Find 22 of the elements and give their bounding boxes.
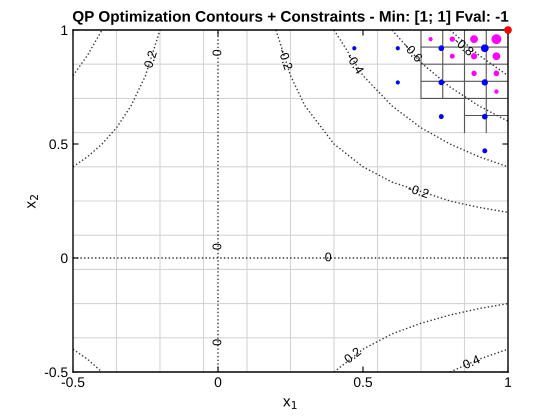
x-tick-label: 0.5: [354, 377, 372, 388]
annotation: 0: [212, 339, 222, 346]
x-tick-label: 1: [505, 377, 512, 387]
annotation: -0.2: [407, 183, 430, 198]
x-axis-title: x$_{1}$: [283, 398, 297, 409]
annotation: 0.2: [343, 346, 362, 364]
y-tick-label: -0.5: [44, 367, 68, 378]
y-tick-label: 0: [60, 253, 68, 264]
annotation: 0.2: [144, 50, 157, 68]
annotation: 0: [212, 244, 222, 250]
y-tick-label: 1: [61, 25, 68, 36]
y-axis-title: x$_{2}$: [27, 195, 38, 208]
annotation: -0.8: [453, 36, 475, 56]
annotation: -0.4: [346, 52, 365, 75]
annotation: 0.4: [462, 354, 481, 370]
annotation: -0.2: [278, 48, 294, 70]
y-tick-label: 0.5: [49, 139, 68, 150]
annotation: -0.6: [403, 42, 424, 63]
annotation: 0: [212, 50, 222, 56]
x-tick-label: 0: [214, 377, 222, 388]
annotation: 0: [325, 252, 332, 262]
chart-title: QP Optimization Contours + Constraints - Min: [1; 1] Fval: -1: [72, 10, 508, 25]
